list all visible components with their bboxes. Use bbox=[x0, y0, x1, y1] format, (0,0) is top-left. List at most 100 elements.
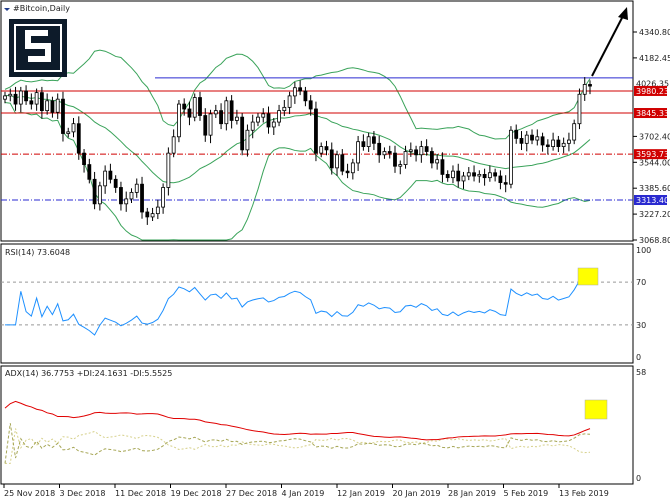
candle-body bbox=[82, 152, 86, 165]
candle-body bbox=[97, 185, 102, 205]
candle-body bbox=[577, 93, 582, 125]
candle-body bbox=[155, 206, 160, 215]
symbol-title[interactable]: #Bitcoin,Daily bbox=[4, 4, 70, 13]
price-tick-label: 3702.40 bbox=[639, 132, 670, 141]
date-tick-label: 3 Dec 2018 bbox=[60, 489, 106, 498]
candle-body bbox=[398, 164, 403, 167]
adx-minus-di-line bbox=[5, 428, 591, 464]
candle-body bbox=[530, 134, 534, 141]
price-level-tag bbox=[634, 149, 667, 160]
candle-body bbox=[213, 110, 218, 115]
price-axis: 4340.80 4182.45 3702.40 3544.00 3385.60 3227.… bbox=[633, 28, 670, 245]
candle-body bbox=[103, 170, 108, 187]
rsi-tick-label: 100 bbox=[636, 246, 651, 255]
candle-body bbox=[13, 93, 18, 105]
candle-body bbox=[18, 90, 23, 105]
candle-body bbox=[61, 98, 65, 134]
candle-body bbox=[282, 106, 287, 112]
candle-body bbox=[39, 92, 44, 112]
candle-body bbox=[382, 151, 387, 156]
adx-plus-di-line bbox=[4, 423, 591, 464]
candle-body bbox=[345, 170, 350, 174]
date-tick-label: 28 Jan 2019 bbox=[448, 489, 496, 498]
price-level-tag-label: 3845.33 bbox=[636, 109, 669, 118]
candle-body bbox=[203, 115, 208, 136]
rsi-panel bbox=[0, 243, 634, 364]
candle-body bbox=[34, 92, 39, 105]
candle-body bbox=[414, 149, 418, 156]
candle-body bbox=[535, 136, 540, 141]
price-level-tag bbox=[634, 108, 667, 119]
candle-body bbox=[266, 113, 271, 128]
date-tick-label: 11 Dec 2018 bbox=[115, 489, 166, 498]
price-tick-label: 3227.20 bbox=[639, 210, 670, 219]
date-tick-label: 5 Feb 2019 bbox=[504, 489, 549, 498]
rsi-tick-label: 70 bbox=[636, 278, 646, 287]
candle-body bbox=[419, 146, 424, 156]
candle-body bbox=[440, 159, 445, 175]
bollinger-middle-line bbox=[4, 94, 591, 184]
candle-body bbox=[240, 116, 245, 151]
candle-body bbox=[250, 121, 255, 131]
adx-indicator: 58 0 bbox=[4, 368, 646, 483]
candle-body bbox=[335, 154, 339, 169]
candle-body bbox=[387, 151, 392, 154]
date-tick-label: 4 Jan 2019 bbox=[282, 489, 325, 498]
candle-body bbox=[177, 103, 181, 138]
candle-body bbox=[245, 129, 250, 151]
candle-body bbox=[356, 141, 361, 164]
candle-body bbox=[124, 198, 129, 205]
candle-body bbox=[567, 139, 571, 144]
candle-body bbox=[451, 170, 455, 179]
candle-body bbox=[514, 129, 519, 139]
price-level-tag-label: 3980.23 bbox=[636, 87, 669, 96]
candle-body bbox=[509, 129, 513, 185]
candle-body bbox=[219, 110, 223, 125]
rsi-highlight-marker bbox=[577, 267, 599, 286]
price-tick-label: 3544.00 bbox=[639, 158, 670, 167]
candle-body bbox=[403, 151, 408, 165]
adx-tick-label: 0 bbox=[636, 474, 641, 483]
candle-body bbox=[113, 178, 118, 188]
candle-body bbox=[224, 100, 229, 125]
candle-body bbox=[76, 123, 81, 154]
candle-body bbox=[145, 211, 150, 218]
candle-body bbox=[498, 175, 503, 183]
candle-body bbox=[472, 172, 476, 177]
bollinger-bands bbox=[4, 49, 591, 241]
candlesticks bbox=[3, 77, 592, 225]
candle-body bbox=[292, 87, 297, 97]
candle-body bbox=[572, 123, 577, 141]
candle-body bbox=[377, 142, 382, 156]
candle-body bbox=[192, 97, 197, 118]
candle-body bbox=[261, 113, 266, 118]
date-tick-label: 13 Feb 2019 bbox=[559, 489, 609, 498]
candle-body bbox=[161, 187, 166, 208]
candle-body bbox=[424, 146, 429, 152]
bollinger-lower-line bbox=[4, 101, 591, 241]
price-tick-label: 3068.80 bbox=[639, 236, 670, 245]
candle-body bbox=[256, 116, 260, 123]
candle-body bbox=[329, 149, 334, 169]
candle-body bbox=[493, 172, 498, 177]
dropdown-triangle-icon bbox=[4, 8, 10, 11]
brand-logo bbox=[9, 19, 67, 77]
candle-body bbox=[208, 113, 213, 136]
candle-body bbox=[361, 141, 366, 147]
candle-body bbox=[393, 152, 397, 167]
current-price-label: 4026.35 bbox=[636, 79, 669, 88]
candle-body bbox=[171, 136, 176, 154]
candle-body bbox=[45, 100, 50, 112]
candle-body bbox=[588, 84, 592, 87]
candle-body bbox=[582, 84, 587, 95]
candle-body bbox=[519, 138, 524, 144]
candle-body bbox=[429, 151, 434, 164]
candle-body bbox=[466, 172, 471, 177]
price-tick-label: 3385.60 bbox=[639, 184, 670, 193]
candle-body bbox=[477, 173, 482, 177]
candle-body bbox=[50, 100, 55, 113]
adx-highlight-marker bbox=[584, 399, 608, 420]
candle-body bbox=[229, 100, 234, 121]
adx-line bbox=[4, 400, 591, 441]
candle-body bbox=[503, 182, 508, 185]
